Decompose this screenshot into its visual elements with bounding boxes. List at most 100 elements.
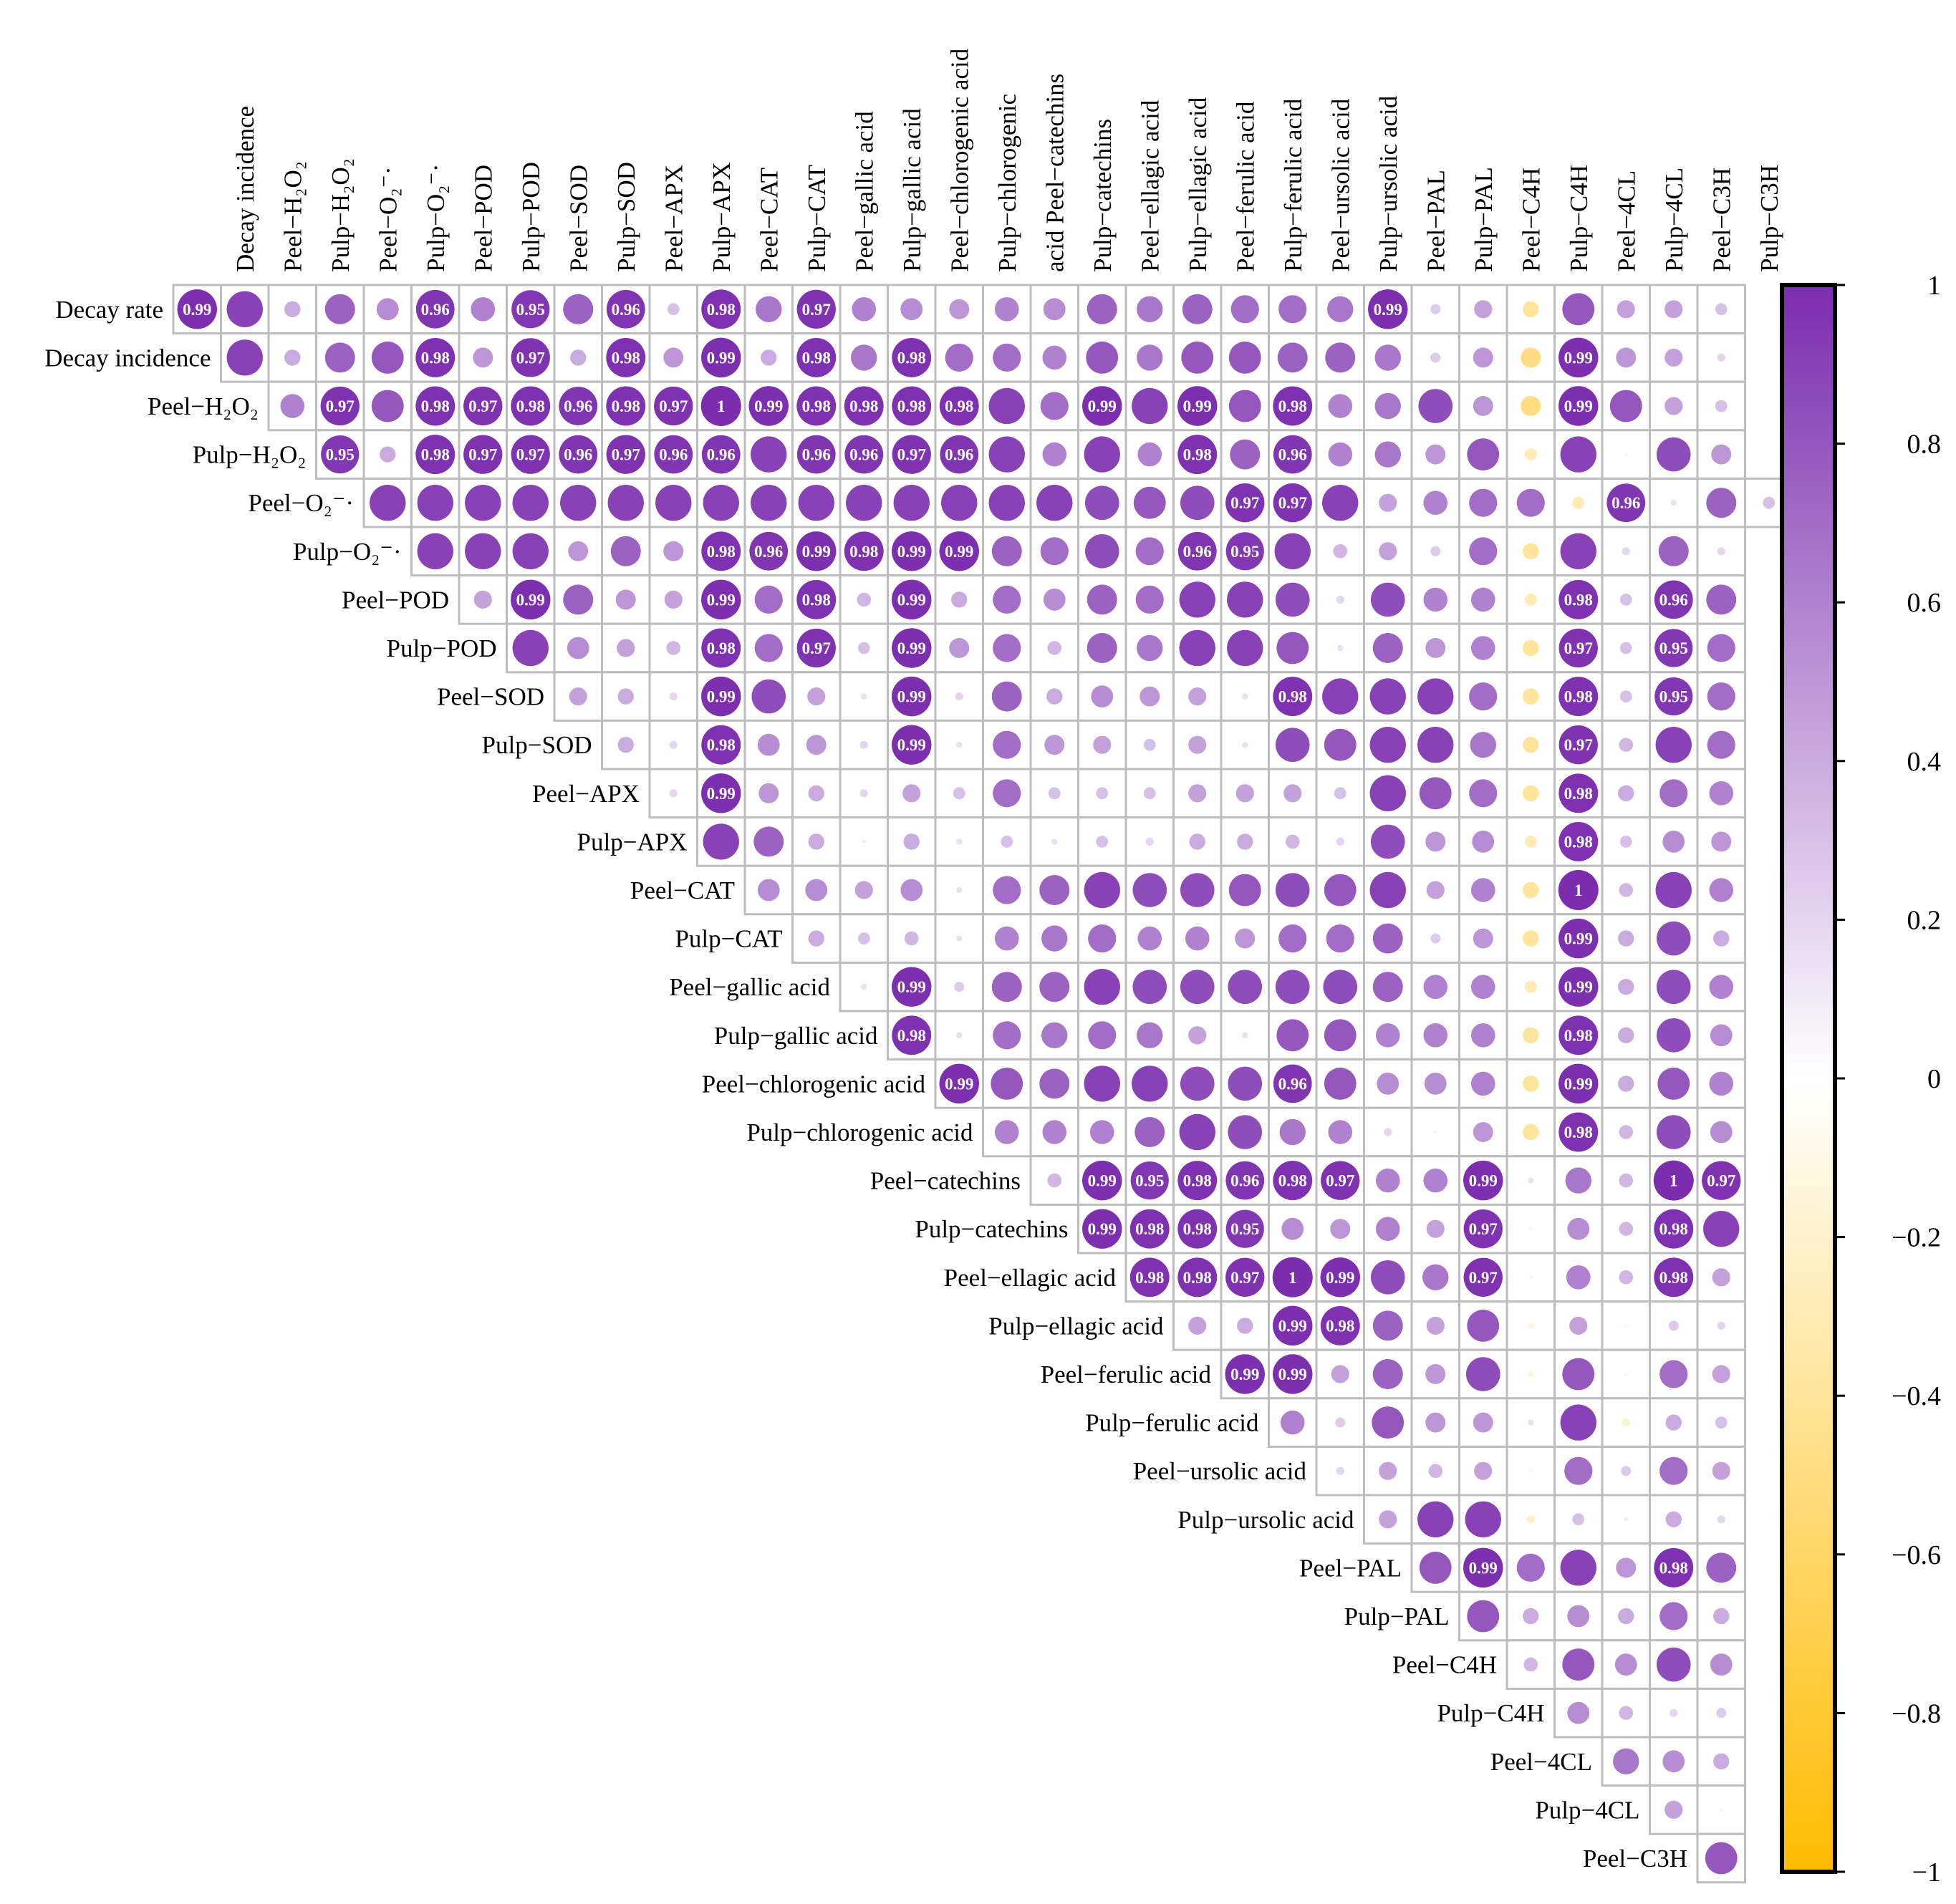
correlation-cell: 0.98 [1172,429,1223,480]
correlation-value: 0.96 [564,397,592,415]
correlation-circle [892,435,931,474]
correlation-circle [666,641,681,655]
correlation-circle [1662,1750,1685,1773]
correlation-cell [506,477,556,528]
colorbar-tick-label: 0 [1927,1064,1941,1094]
correlation-circle [1465,1501,1501,1537]
correlation-cell [1601,1590,1651,1642]
correlation-circle [1379,493,1397,512]
correlation-value: 0.98 [1183,1172,1212,1190]
correlation-circle [1654,1209,1694,1249]
correlation-circle [893,485,930,521]
correlation-circle [1709,1071,1734,1096]
correlation-cell: 0.98 [410,380,461,432]
correlation-cell: 0.97 [601,429,651,480]
correlation-cell [1172,284,1223,335]
correlation-cell [1601,816,1651,867]
correlation-value: 0.98 [802,349,831,367]
correlation-circle [1619,1173,1634,1188]
correlation-circle [1179,1113,1215,1151]
correlation-cell [839,622,889,674]
cell-frame [1505,913,1556,964]
correlation-circle [1558,821,1599,861]
correlation-cell [1363,719,1413,770]
correlation-cell [743,816,794,867]
correlation-circle [1616,347,1637,368]
correlation-circle [1656,437,1691,472]
correlation-cell [1268,526,1318,577]
correlation-cell: 0.99 [696,332,746,383]
correlation-circle [1702,1161,1741,1200]
correlation-value: 0.97 [897,446,926,464]
correlation-circle [1374,441,1401,468]
correlation-circle [1423,1168,1448,1193]
correlation-circle [563,294,594,324]
row-label: Peel−SOD [437,683,544,711]
correlation-cell: 0.98 [410,429,461,480]
correlation-circle [1430,352,1441,363]
correlation-cell [1696,1784,1746,1835]
correlation-cell [1410,1397,1460,1448]
correlation-circle [606,435,645,474]
correlation-circle [808,833,824,850]
correlation-cell [1696,1687,1746,1739]
correlation-circle [939,386,979,426]
correlation-circle [991,1068,1023,1100]
correlation-cell [1696,1736,1746,1787]
correlation-circle [1280,1410,1305,1435]
correlation-cell [1029,622,1079,674]
correlation-circle [1082,1160,1122,1201]
correlation-cell [743,671,794,722]
correlation-circle [669,789,678,798]
correlation-cell [1601,1542,1651,1593]
correlation-circle [1654,1547,1694,1588]
correlation-cell: 0.98 [1172,1155,1223,1206]
correlation-circle [900,879,923,902]
correlation-cell [506,526,556,577]
correlation-value: 0.99 [1088,1220,1117,1238]
correlation-circle [1227,581,1263,618]
correlation-circle [1337,644,1344,652]
correlation-circle [1713,1608,1730,1625]
correlation-circle [1619,883,1634,897]
correlation-cell [1363,332,1413,383]
correlation-circle [569,687,587,706]
row-label: Peel−C3H [1583,1845,1687,1872]
correlation-circle [1469,682,1498,711]
correlation-cell [1029,1010,1079,1061]
correlation-circle [1084,436,1120,473]
correlation-circle [892,1015,932,1055]
column-label: Peel−ellagic acid [1136,100,1164,272]
correlation-circle [1039,972,1070,1002]
correlation-circle [1322,485,1359,521]
correlation-circle [1039,875,1070,905]
correlation-cell [1410,816,1460,867]
correlation-circle [1528,1469,1533,1473]
correlation-cell [1553,1590,1604,1642]
correlation-cell [1601,671,1651,722]
correlation-cell [1553,1445,1604,1497]
correlation-cell [1220,719,1270,770]
correlation-circle [1322,678,1359,715]
correlation-circle [463,435,503,474]
correlation-cell [1649,1590,1699,1642]
correlation-value: 0.96 [421,301,450,319]
correlation-cell [1649,864,1699,916]
correlation-circle [1664,397,1683,415]
correlation-cell [1220,671,1270,722]
correlation-circle [1659,1602,1688,1630]
correlation-circle [1328,394,1353,418]
correlation-circle [1562,293,1595,326]
correlation-value: 0.98 [707,639,736,657]
correlation-value: 0.97 [659,397,688,415]
correlation-cell: 0.98 [839,526,889,577]
correlation-cell: 0.96 [934,429,984,480]
correlation-value: 0.99 [754,397,783,415]
correlation-cell [1458,913,1508,964]
correlation-circle [949,299,970,319]
correlation-cell [1696,961,1746,1013]
correlation-circle [1423,587,1448,612]
correlation-cell [1410,380,1460,432]
correlation-circle [1654,629,1693,667]
row-label: Decay incidence [44,344,211,372]
